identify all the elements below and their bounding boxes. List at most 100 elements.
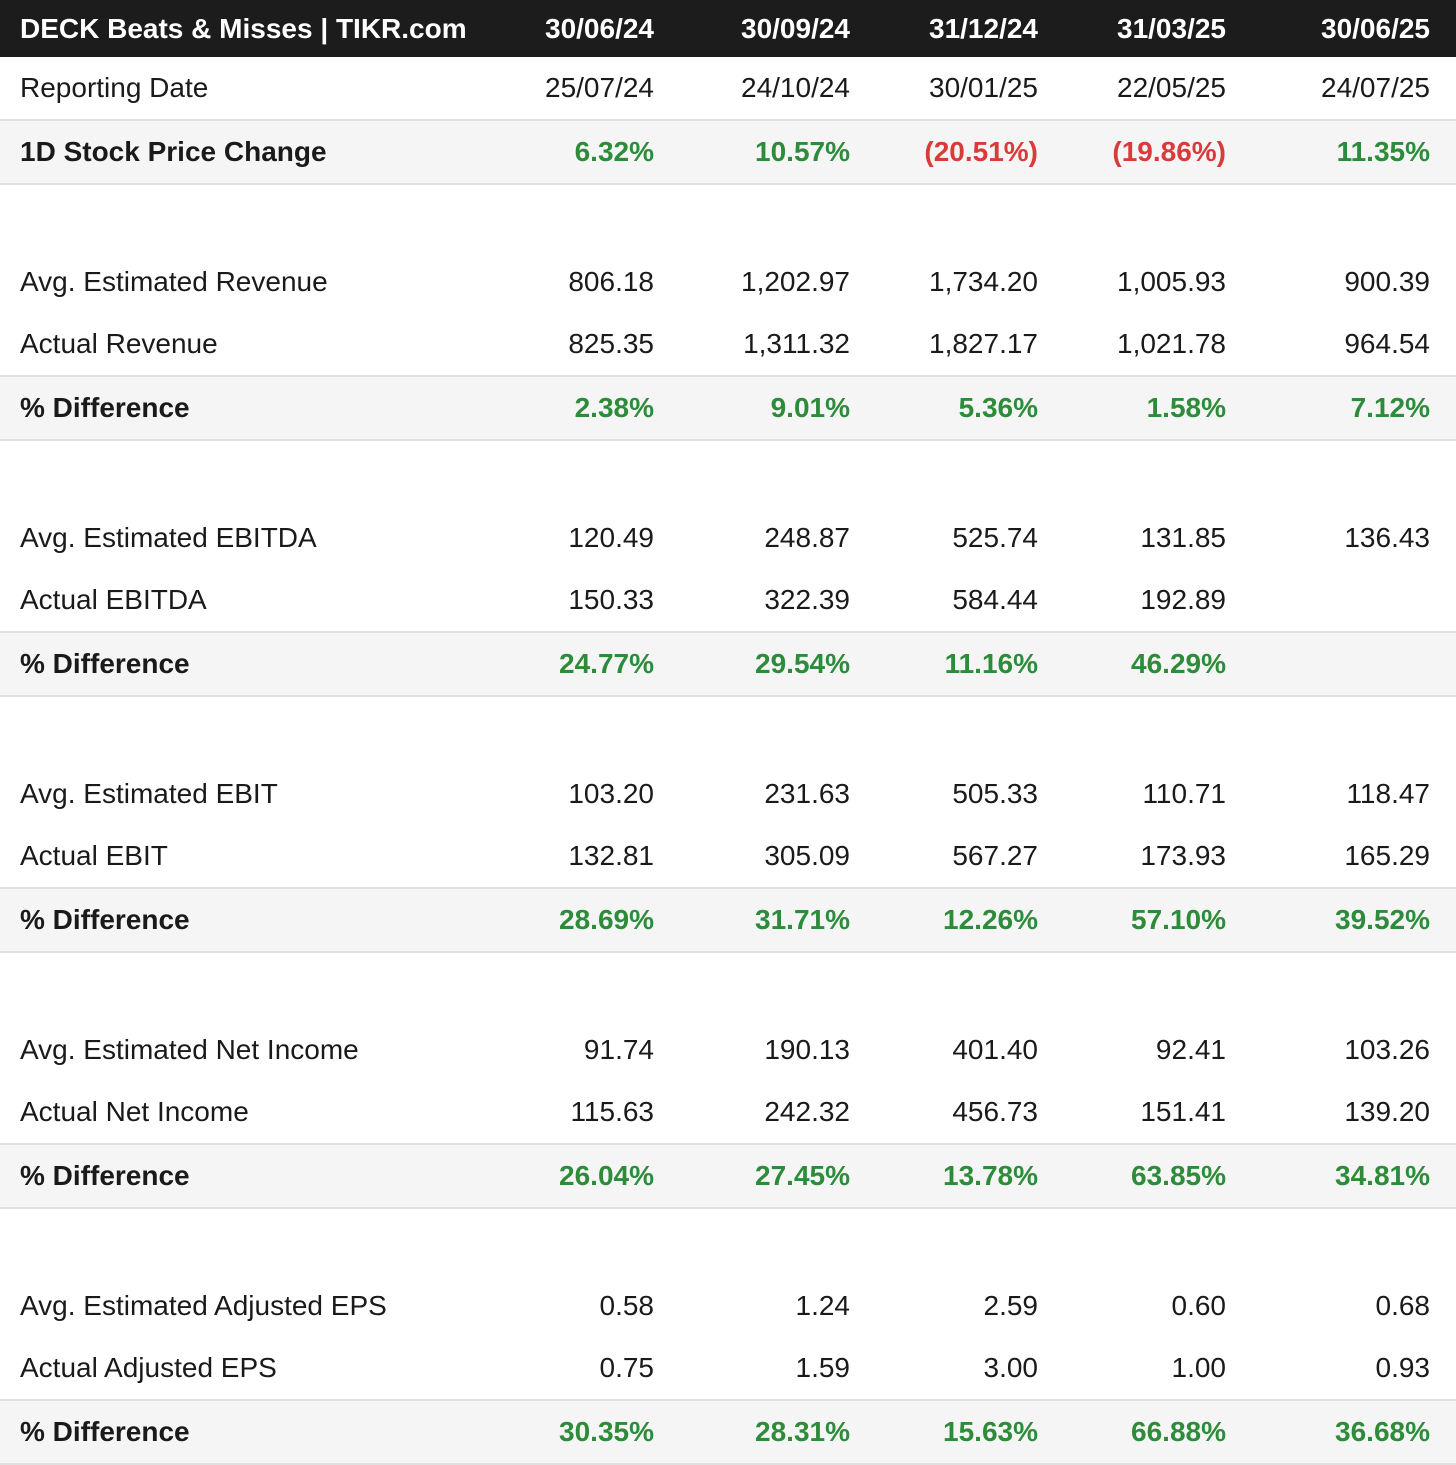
spacer-cell xyxy=(0,696,1456,762)
table-cell: 505.33 xyxy=(952,777,1038,809)
table-cell: 118.47 xyxy=(1346,777,1430,809)
table-cell: 1.59 xyxy=(795,1352,851,1383)
table-cell: 103.26 xyxy=(1344,1033,1430,1065)
row-label: Avg. Estimated Net Income xyxy=(20,1033,359,1065)
table-cell: 0.58 xyxy=(599,1289,655,1321)
table-row: Avg. Estimated Revenue 806.18 1,202.97 1,73… xyxy=(0,250,1456,313)
table-row: Actual Net Income 115.63 242.32 456.73 151.4… xyxy=(0,1081,1456,1144)
table-cell: 173.93 xyxy=(1140,840,1226,871)
table-cell: 28.69% xyxy=(559,904,654,935)
period-header: 31/12/24 xyxy=(929,12,1038,44)
table-cell: 66.88% xyxy=(1131,1416,1226,1447)
table-cell: 0.68 xyxy=(1375,1289,1431,1321)
table-cell: 30/01/25 xyxy=(929,72,1038,103)
table-cell: 139.20 xyxy=(1344,1096,1430,1127)
table-cell: 567.27 xyxy=(952,840,1038,871)
row-label: % Difference xyxy=(20,1416,190,1447)
row-label: % Difference xyxy=(20,392,190,423)
table-cell: 22/05/25 xyxy=(1117,72,1226,103)
table-cell: 131.85 xyxy=(1140,521,1226,553)
table-cell: 305.09 xyxy=(764,840,850,871)
table-cell: 322.39 xyxy=(764,584,850,615)
table-cell: 584.44 xyxy=(952,584,1038,615)
table-cell: 6.32% xyxy=(574,136,654,167)
table-cell: 110.71 xyxy=(1142,777,1226,809)
table-cell: 151.41 xyxy=(1140,1096,1226,1127)
table-row: % Difference 30.35% 28.31% 15.63% 66.88% 36.6… xyxy=(0,1400,1456,1464)
table-cell: 2.59 xyxy=(983,1289,1039,1321)
table-cell xyxy=(1252,632,1456,696)
row-label: % Difference xyxy=(20,904,190,935)
spacer-cell xyxy=(0,952,1456,1018)
table-cell: 12.26% xyxy=(943,904,1038,935)
spacer-cell xyxy=(0,440,1456,506)
row-label: Reporting Date xyxy=(20,72,209,103)
table-cell: 0.60 xyxy=(1171,1289,1227,1321)
row-label: 1D Stock Price Change xyxy=(20,136,327,167)
table-row: Avg. Estimated Adjusted EPS 0.58 1.24 2.59 0… xyxy=(0,1274,1456,1337)
spacer-cell xyxy=(0,1208,1456,1274)
table-cell: 150.33 xyxy=(568,584,654,615)
table-cell: 57.10% xyxy=(1131,904,1226,935)
table-cell: 190.13 xyxy=(764,1033,850,1065)
table-cell: 15.63% xyxy=(943,1416,1038,1447)
table-cell: 1.24 xyxy=(795,1289,851,1321)
table-cell: 1,311.32 xyxy=(743,328,850,359)
row-label: Avg. Estimated Revenue xyxy=(20,265,328,297)
table-cell: 0.75 xyxy=(599,1352,655,1383)
table-cell: 28.31% xyxy=(755,1416,850,1447)
table-row: Actual Adjusted EPS 0.75 1.59 3.00 1.00 0.93 xyxy=(0,1337,1456,1400)
table-cell: 525.74 xyxy=(952,521,1038,553)
spacer-row xyxy=(0,440,1456,506)
table-cell: 132.81 xyxy=(568,840,654,871)
table-cell: 31.71% xyxy=(755,904,850,935)
table-row: Avg. Estimated EBIT 103.20 231.63 505.33 110… xyxy=(0,762,1456,825)
table-cell: 1,005.93 xyxy=(1117,265,1226,297)
table-cell: 46.29% xyxy=(1131,648,1226,679)
table-cell: 1.58% xyxy=(1146,392,1226,423)
table-cell: 103.20 xyxy=(568,777,654,809)
row-label: Actual Revenue xyxy=(20,328,218,359)
table-cell: (20.51%) xyxy=(924,136,1038,167)
table-cell: 5.36% xyxy=(958,392,1038,423)
table-cell: 92.41 xyxy=(1155,1033,1226,1065)
table-cell: 1,021.78 xyxy=(1117,328,1226,359)
table-row: % Difference 28.69% 31.71% 12.26% 57.10% 39.5… xyxy=(0,888,1456,952)
table-cell: 63.85% xyxy=(1131,1160,1226,1191)
spacer-cell xyxy=(0,184,1456,250)
row-label: Avg. Estimated Adjusted EPS xyxy=(20,1289,387,1321)
table-cell: 11.16% xyxy=(944,648,1038,679)
table-row: Actual Revenue 825.35 1,311.32 1,827.17 1,02… xyxy=(0,313,1456,376)
table-cell: 2.38% xyxy=(574,392,654,423)
table-cell: 1,827.17 xyxy=(929,328,1038,359)
table-cell: 825.35 xyxy=(568,328,654,359)
table-row: % Difference 26.04% 27.45% 13.78% 63.85% 34.8… xyxy=(0,1144,1456,1208)
table-row: 1D Stock Price Change 6.32% 10.57% (20.51%)… xyxy=(0,120,1456,184)
spacer-row xyxy=(0,952,1456,1018)
table-cell: 7.12% xyxy=(1350,392,1430,423)
table-cell: 9.01% xyxy=(770,392,850,423)
table-body: Reporting Date 25/07/24 24/10/24 30/01/25 22… xyxy=(0,57,1456,1464)
table-row: Avg. Estimated Net Income 91.74 190.13 401.… xyxy=(0,1018,1456,1081)
table-cell: 456.73 xyxy=(952,1096,1038,1127)
spacer-row xyxy=(0,1208,1456,1274)
table-cell: 10.57% xyxy=(755,136,850,167)
table-cell: 242.32 xyxy=(764,1096,850,1127)
table-row: Actual EBITDA 150.33 322.39 584.44 192.89 xyxy=(0,569,1456,632)
table-cell: 1,734.20 xyxy=(929,265,1038,297)
row-label: Avg. Estimated EBITDA xyxy=(20,521,317,553)
table-cell: 401.40 xyxy=(952,1033,1038,1065)
row-label: % Difference xyxy=(20,1160,190,1191)
row-label: Actual EBITDA xyxy=(20,584,207,615)
table-cell: 27.45% xyxy=(755,1160,850,1191)
table-cell: (19.86%) xyxy=(1112,136,1226,167)
table-title: DECK Beats & Misses | TIKR.com xyxy=(20,12,467,44)
table-row: Actual EBIT 132.81 305.09 567.27 173.93 165.2… xyxy=(0,825,1456,888)
table-cell xyxy=(1252,569,1456,632)
table-cell: 34.81% xyxy=(1335,1160,1430,1191)
table-cell: 39.52% xyxy=(1335,904,1430,935)
table-cell: 165.29 xyxy=(1344,840,1430,871)
table-cell: 91.74 xyxy=(583,1033,654,1065)
table-cell: 13.78% xyxy=(943,1160,1038,1191)
spacer-row xyxy=(0,184,1456,250)
